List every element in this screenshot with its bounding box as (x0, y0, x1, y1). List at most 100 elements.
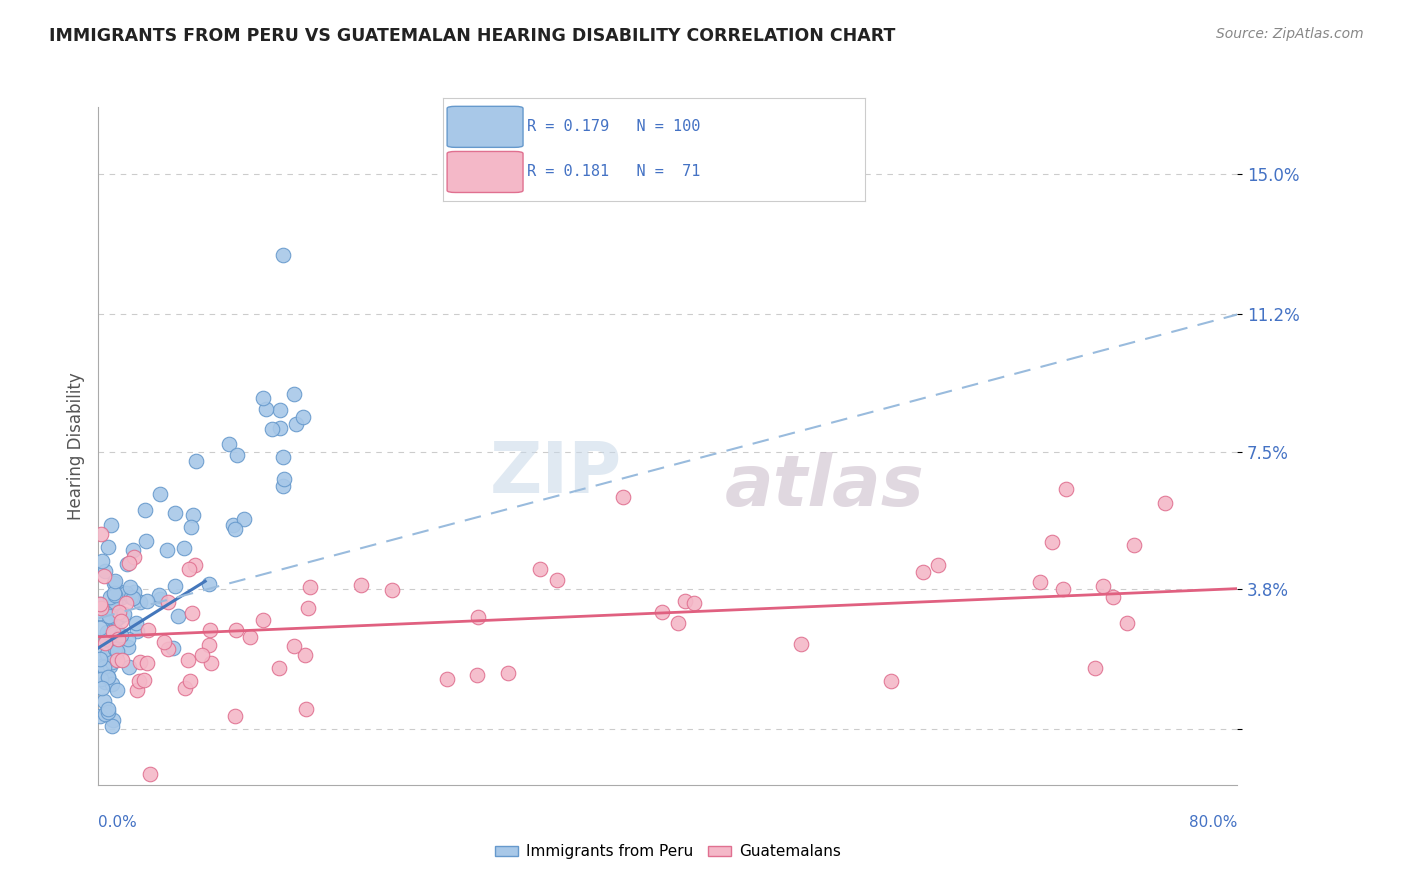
Point (98, 626, 121, 640)
Point (927, 558, 949, 573)
Point (198, 577, 221, 591)
Point (224, 522, 246, 536)
Point (1115, 615, 1137, 630)
Point (465, 668, 488, 682)
Point (104, 588, 127, 602)
Point (1040, 534, 1063, 549)
Point (180, 520, 202, 534)
Point (96, 632, 118, 647)
Point (239, 630, 262, 644)
Point (252, 613, 274, 627)
Point (136, 623, 159, 637)
Point (127, 682, 149, 697)
Point (218, 436, 240, 450)
Point (103, 638, 125, 652)
Point (1028, 574, 1050, 589)
Point (90, 526, 112, 541)
Point (198, 638, 221, 652)
Point (105, 653, 128, 667)
Point (122, 542, 145, 557)
Point (128, 655, 150, 669)
Point (252, 392, 274, 406)
Point (105, 624, 128, 638)
Point (651, 605, 673, 619)
Point (283, 639, 305, 653)
Point (93, 636, 115, 650)
Point (89, 597, 111, 611)
Point (148, 588, 170, 602)
Point (107, 632, 129, 646)
Point (1102, 591, 1125, 605)
Point (125, 616, 148, 631)
Point (269, 421, 291, 435)
Point (115, 558, 138, 572)
Point (91, 681, 114, 696)
Legend: Immigrants from Peru, Guatemalans: Immigrants from Peru, Guatemalans (489, 838, 846, 865)
Point (273, 472, 295, 486)
Point (790, 637, 813, 651)
Point (157, 641, 180, 656)
Point (107, 609, 129, 624)
Point (89, 648, 111, 662)
Point (498, 665, 520, 680)
Point (120, 580, 142, 594)
Point (135, 594, 157, 608)
Point (467, 610, 489, 624)
Point (110, 614, 132, 628)
Point (103, 586, 125, 600)
Point (127, 624, 149, 639)
Point (101, 719, 124, 733)
Point (165, 579, 187, 593)
Point (96, 648, 118, 662)
Point (260, 422, 283, 436)
Point (612, 491, 634, 505)
Point (105, 683, 128, 698)
Point (546, 573, 568, 587)
Point (108, 605, 131, 619)
Point (174, 681, 197, 696)
Point (181, 607, 204, 621)
Y-axis label: Hearing Disability: Hearing Disability (66, 372, 84, 520)
Point (103, 605, 125, 619)
Point (111, 591, 134, 605)
Point (297, 600, 319, 615)
Point (96, 625, 118, 640)
Point (226, 448, 249, 462)
Point (529, 562, 551, 576)
Point (157, 595, 180, 609)
Point (149, 592, 172, 607)
Point (124, 550, 146, 565)
Point (284, 417, 307, 431)
Point (117, 640, 139, 654)
Point (162, 641, 184, 656)
FancyBboxPatch shape (447, 106, 523, 147)
Point (93, 693, 115, 707)
FancyBboxPatch shape (447, 152, 523, 193)
Point (271, 479, 294, 493)
Point (295, 702, 318, 716)
Point (90, 673, 112, 687)
Text: R = 0.181   N =  71: R = 0.181 N = 71 (527, 164, 700, 179)
Point (1122, 538, 1144, 552)
Point (90, 601, 112, 615)
Point (101, 713, 124, 727)
Point (103, 625, 125, 640)
Point (135, 656, 157, 670)
Point (93, 568, 115, 582)
Point (149, 487, 172, 501)
Text: atlas: atlas (725, 452, 925, 521)
Point (117, 632, 139, 646)
Point (97, 702, 120, 716)
Point (134, 503, 156, 517)
Point (107, 632, 129, 647)
Point (89, 708, 111, 723)
Point (98, 658, 121, 673)
Point (673, 594, 696, 608)
Point (98, 591, 121, 605)
Point (89, 606, 111, 620)
Point (94, 706, 117, 721)
Point (98, 609, 121, 624)
Point (153, 635, 176, 649)
Point (104, 574, 127, 588)
Point (225, 624, 247, 638)
